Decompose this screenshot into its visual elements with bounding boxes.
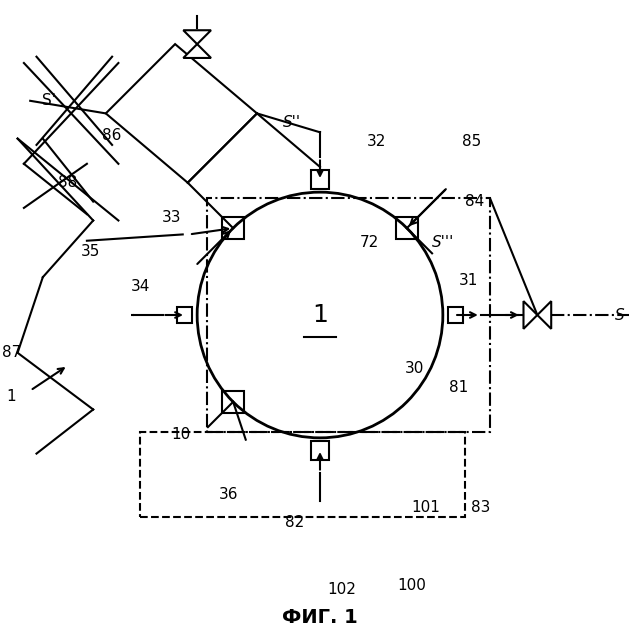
Bar — [177, 307, 193, 323]
Text: 88: 88 — [58, 175, 77, 190]
Text: 72: 72 — [360, 235, 379, 250]
Text: 84: 84 — [465, 194, 484, 209]
Bar — [447, 307, 463, 323]
Text: 34: 34 — [131, 279, 150, 294]
Text: 30: 30 — [405, 361, 424, 376]
Text: 101: 101 — [412, 500, 440, 515]
Bar — [310, 170, 330, 189]
Text: 82: 82 — [285, 515, 305, 530]
Text: 10: 10 — [172, 427, 191, 442]
Text: 32: 32 — [367, 134, 387, 149]
Text: 36: 36 — [219, 487, 238, 502]
Text: 83: 83 — [471, 500, 490, 515]
Text: 35: 35 — [81, 244, 100, 260]
Text: 86: 86 — [102, 128, 122, 143]
Polygon shape — [524, 301, 538, 329]
Text: S': S' — [42, 93, 56, 108]
Text: 1: 1 — [6, 389, 16, 404]
Bar — [207, 198, 490, 432]
Text: S: S — [614, 307, 624, 323]
Text: ФИГ. 1: ФИГ. 1 — [282, 608, 358, 627]
Bar — [310, 441, 330, 460]
Text: 1: 1 — [312, 303, 328, 327]
Text: 87: 87 — [2, 345, 21, 360]
Text: 102: 102 — [328, 581, 356, 597]
Text: 33: 33 — [162, 210, 182, 225]
Text: S''': S''' — [431, 235, 454, 250]
Text: 100: 100 — [397, 578, 426, 593]
Bar — [140, 432, 465, 517]
Text: 85: 85 — [461, 134, 481, 149]
Polygon shape — [183, 30, 211, 44]
Polygon shape — [538, 301, 551, 329]
Text: S'': S'' — [283, 115, 301, 130]
Text: 31: 31 — [458, 273, 477, 288]
Text: 81: 81 — [449, 380, 468, 395]
Polygon shape — [183, 44, 211, 58]
